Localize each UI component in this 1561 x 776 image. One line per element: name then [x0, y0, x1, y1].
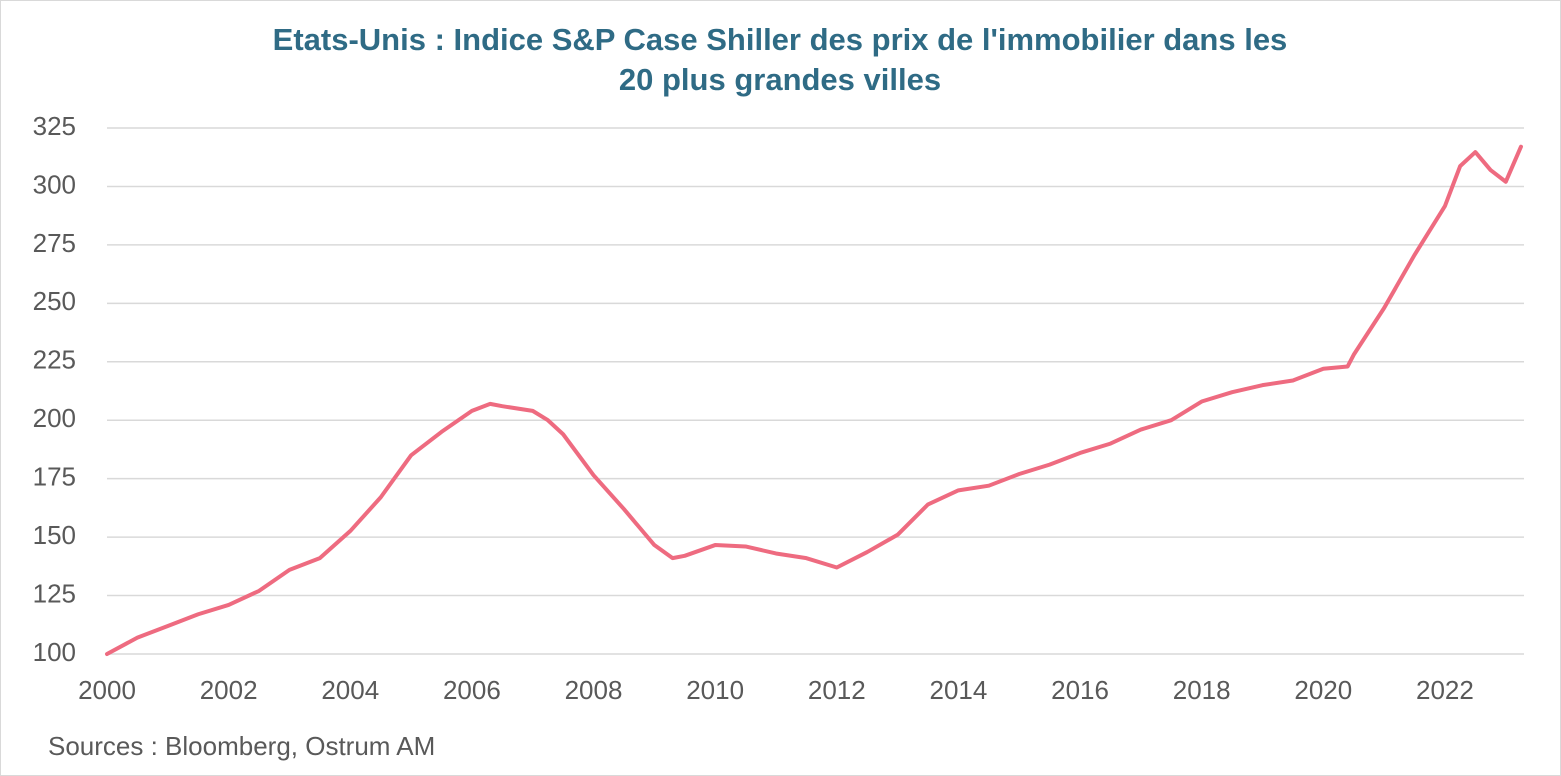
y-tick-label: 125 — [33, 578, 76, 608]
x-tick-label: 2002 — [200, 675, 258, 705]
y-tick-label: 200 — [33, 403, 76, 433]
y-tick-label: 300 — [33, 169, 76, 199]
x-tick-label: 2004 — [321, 675, 379, 705]
y-tick-label: 250 — [33, 286, 76, 316]
x-tick-label: 2008 — [565, 675, 623, 705]
source-note: Sources : Bloomberg, Ostrum AM — [48, 731, 435, 761]
x-tick-label: 2012 — [808, 675, 866, 705]
chart-title: 20 plus grandes villes — [619, 62, 941, 97]
y-tick-label: 325 — [33, 111, 76, 141]
data-line — [105, 144, 1523, 656]
x-tick-label: 2006 — [443, 675, 501, 705]
y-tick-label: 100 — [33, 637, 76, 667]
y-tick-label: 175 — [33, 462, 76, 492]
y-tick-label: 275 — [33, 228, 76, 258]
x-tick-label: 2014 — [929, 675, 987, 705]
y-tick-label: 150 — [33, 520, 76, 550]
x-tick-label: 2010 — [686, 675, 744, 705]
x-tick-label: 2016 — [1051, 675, 1109, 705]
chart-title: Etats-Unis : Indice S&P Case Shiller des… — [273, 22, 1288, 57]
x-tick-label: 2018 — [1173, 675, 1231, 705]
x-tick-label: 2020 — [1294, 675, 1352, 705]
x-tick-label: 2022 — [1416, 675, 1474, 705]
y-tick-label: 225 — [33, 345, 76, 375]
x-tick-label: 2000 — [78, 675, 136, 705]
